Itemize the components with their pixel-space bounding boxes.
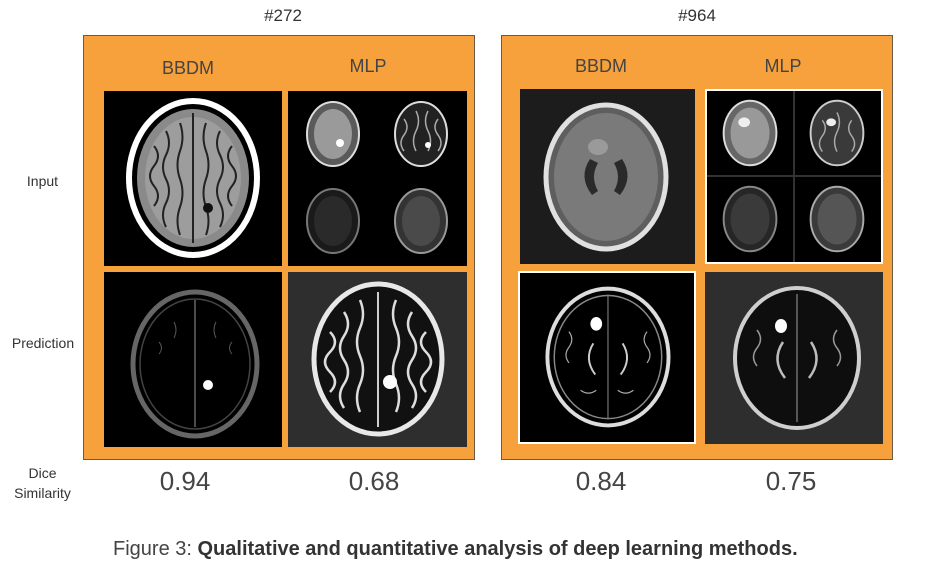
row-label-dice-line2: Similarity	[14, 485, 71, 501]
row-label-prediction: Prediction	[11, 335, 75, 351]
case-id-964: #964	[678, 6, 716, 25]
image-964-bbdm-input	[520, 89, 695, 264]
image-964-mlp-input	[705, 89, 883, 264]
row-label-dice-line1: Dice	[28, 465, 57, 481]
dice-272-mlp: 0.68	[348, 466, 400, 496]
column-header-mlp: MLP	[349, 56, 387, 76]
image-964-bbdm-prediction	[518, 271, 696, 444]
image-272-bbdm-input	[104, 91, 282, 266]
column-header-mlp: MLP	[764, 56, 802, 76]
column-header-bbdm: BBDM	[574, 56, 627, 76]
caption-title: Qualitative and quantitative analysis of…	[197, 538, 798, 560]
figure-caption: Figure 3: Qualitative and quantitative a…	[113, 538, 798, 561]
caption-prefix: Figure 3:	[113, 538, 198, 560]
row-label-input: Input	[26, 173, 59, 189]
dice-272-bbdm: 0.94	[159, 466, 211, 496]
image-964-mlp-prediction	[705, 272, 883, 444]
dice-964-bbdm: 0.84	[575, 466, 627, 496]
dice-964-mlp: 0.75	[765, 466, 817, 496]
image-272-bbdm-prediction	[104, 272, 282, 447]
column-header-bbdm: BBDM	[161, 58, 214, 78]
case-id-272: #272	[264, 6, 302, 25]
image-272-mlp-input	[288, 91, 467, 266]
image-272-mlp-prediction	[288, 272, 467, 447]
